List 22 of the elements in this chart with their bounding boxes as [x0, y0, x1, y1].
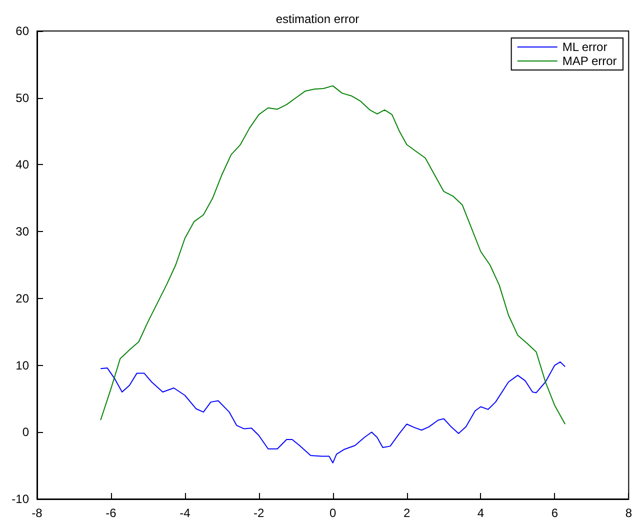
line-series [100, 361, 566, 464]
x-tick-label: -4 [180, 506, 191, 520]
y-tick-label: -10 [12, 492, 30, 506]
legend-label: MAP error [562, 54, 617, 68]
x-tick-label: 4 [477, 506, 484, 520]
x-tick-label: 8 [625, 506, 632, 520]
y-tick-label: 0 [22, 425, 30, 440]
x-tick-label: -8 [32, 506, 43, 520]
line-series [100, 85, 566, 425]
chart-title: estimation error [276, 12, 360, 26]
y-tick-label: 40 [16, 158, 30, 172]
y-tick-label: 30 [16, 224, 30, 239]
y-tick-label: 10 [16, 358, 30, 372]
legend-label: ML error [562, 40, 608, 54]
y-tick-label: 50 [16, 90, 30, 105]
x-tick-label: 2 [403, 506, 410, 520]
x-tick-label: -6 [106, 506, 117, 520]
x-tick-label: 6 [551, 506, 558, 520]
x-tick-label: 0 [329, 506, 336, 520]
y-tick-label: 60 [16, 24, 30, 38]
x-tick-label: -2 [254, 506, 265, 520]
y-tick-label: 20 [16, 291, 30, 306]
